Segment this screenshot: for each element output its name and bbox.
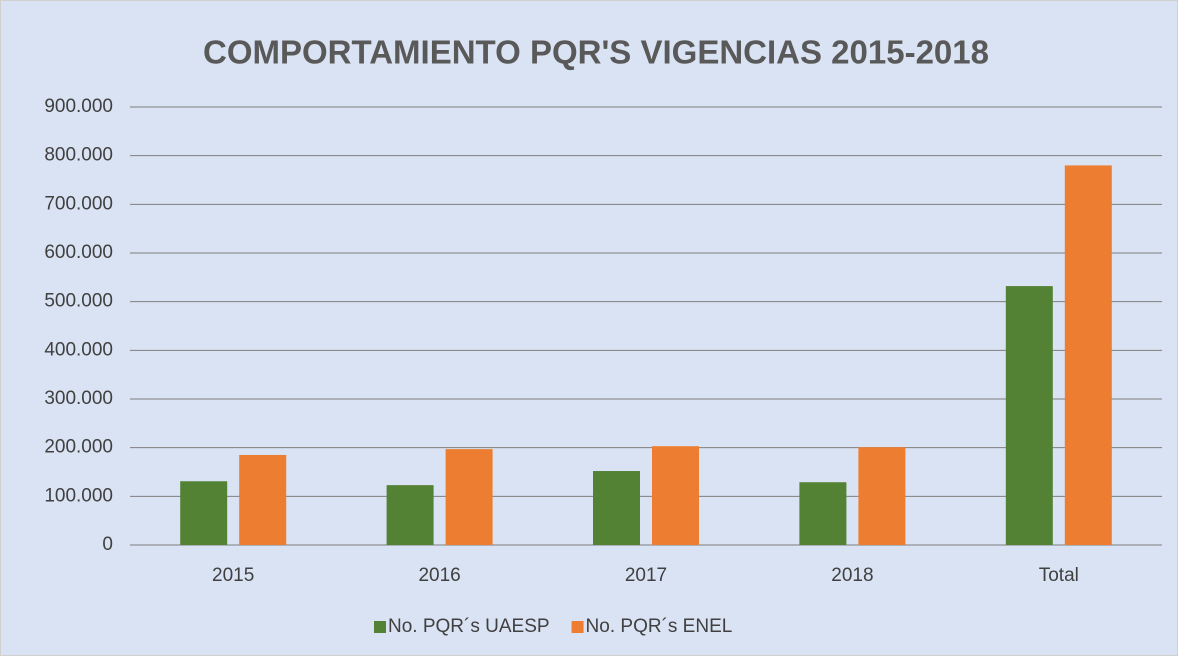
- y-tick-label: 900.000: [44, 96, 113, 117]
- bar: [386, 485, 434, 545]
- bar: [652, 446, 699, 545]
- y-tick-label: 500.000: [44, 291, 113, 312]
- x-tick-label: 2017: [625, 565, 667, 586]
- bar: [858, 447, 906, 545]
- y-tick-label: 200.000: [44, 437, 113, 458]
- bar: [180, 481, 228, 545]
- chart-title: COMPORTAMIENTO PQR'S VIGENCIAS 2015-2018: [203, 34, 989, 71]
- bar: [593, 471, 640, 545]
- x-tick-label: 2016: [418, 565, 460, 586]
- bar: [1005, 286, 1053, 545]
- bar: [799, 482, 847, 545]
- legend-swatch: [571, 621, 584, 633]
- x-tick-label: 2018: [831, 565, 873, 586]
- bar: [1064, 165, 1112, 545]
- y-tick-label: 800.000: [44, 145, 113, 166]
- legend-label: No. PQR´s ENEL: [586, 616, 733, 637]
- legend-label: No. PQR´s UAESP: [388, 616, 550, 637]
- y-tick-label: 400.000: [44, 339, 113, 360]
- x-tick-label: Total: [1039, 565, 1079, 586]
- legend-swatch: [374, 621, 386, 633]
- y-tick-label: 0: [102, 534, 113, 555]
- bar: [239, 454, 287, 545]
- y-tick-label: 600.000: [44, 242, 113, 263]
- bar: [445, 449, 493, 545]
- y-tick-label: 700.000: [44, 193, 113, 214]
- x-tick-label: 2015: [212, 565, 254, 586]
- y-tick-label: 300.000: [44, 388, 113, 409]
- y-tick-label: 100.000: [44, 485, 113, 506]
